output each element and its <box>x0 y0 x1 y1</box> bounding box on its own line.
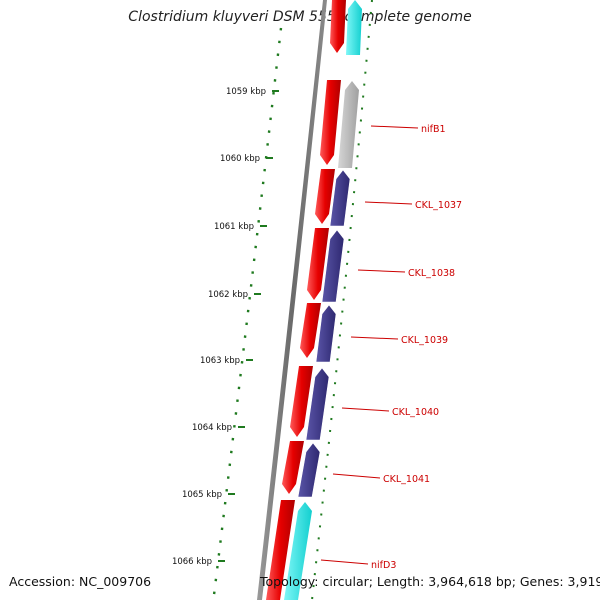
gene-leader-line <box>332 473 381 479</box>
gene-leader-line <box>350 336 399 340</box>
gene-label[interactable]: CKL_1041 <box>383 474 430 485</box>
tick-label: 1060 kbp <box>220 154 260 164</box>
gene-label[interactable]: CKL_1040 <box>392 407 439 418</box>
tick-label: 1063 kbp <box>200 356 240 366</box>
map-title: Clostridium kluyveri DSM 555, complete g… <box>128 9 472 25</box>
genome-stats-text: Topology: circular; Length: 3,964,618 bp… <box>260 574 600 589</box>
gene-label[interactable]: CKL_1039 <box>401 335 448 346</box>
tick-label: 1064 kbp <box>192 423 232 433</box>
forward-cds-arrow[interactable] <box>315 169 335 224</box>
reverse-feature-arrow[interactable] <box>338 81 359 168</box>
reverse-cds-arrow[interactable] <box>329 169 351 227</box>
forward-cds-arrow[interactable] <box>290 366 313 437</box>
reverse-rna-arrow[interactable] <box>284 502 312 600</box>
gene-label[interactable]: CKL_1038 <box>408 268 455 279</box>
reverse-cds-arrow[interactable] <box>297 442 321 498</box>
tick-label: 1062 kbp <box>208 290 248 300</box>
gene-label[interactable]: nifD3 <box>371 560 396 571</box>
forward-cds-arrow[interactable] <box>330 0 346 53</box>
tick-label: 1061 kbp <box>214 222 254 232</box>
gene-leader-line <box>341 407 390 412</box>
reverse-rna-arrow[interactable] <box>346 0 362 55</box>
tick-label: 1059 kbp <box>226 87 266 97</box>
tick-label: 1066 kbp <box>172 557 212 567</box>
genome-backbone <box>257 0 327 600</box>
gene-leader-line <box>357 269 406 273</box>
forward-cds-arrow[interactable] <box>307 228 329 300</box>
gene-leader-line <box>320 559 369 565</box>
forward-cds-arrow[interactable] <box>320 80 341 165</box>
gene-label[interactable]: CKL_1037 <box>415 200 462 211</box>
reverse-cds-arrow[interactable] <box>305 367 330 441</box>
forward-cds-arrow[interactable] <box>300 303 321 358</box>
forward-cds-arrow[interactable] <box>266 500 295 600</box>
forward-cds-arrow[interactable] <box>282 441 304 494</box>
gene-label[interactable]: nifB1 <box>421 124 446 135</box>
gene-leader-line <box>364 201 413 205</box>
gene-leader-line <box>370 125 419 129</box>
accession-text: Accession: NC_009706 <box>9 574 152 589</box>
tick-ring-inner <box>311 0 373 600</box>
reverse-cds-arrow[interactable] <box>315 304 337 363</box>
reverse-cds-arrow[interactable] <box>321 229 345 303</box>
tick-label: 1065 kbp <box>182 490 222 500</box>
